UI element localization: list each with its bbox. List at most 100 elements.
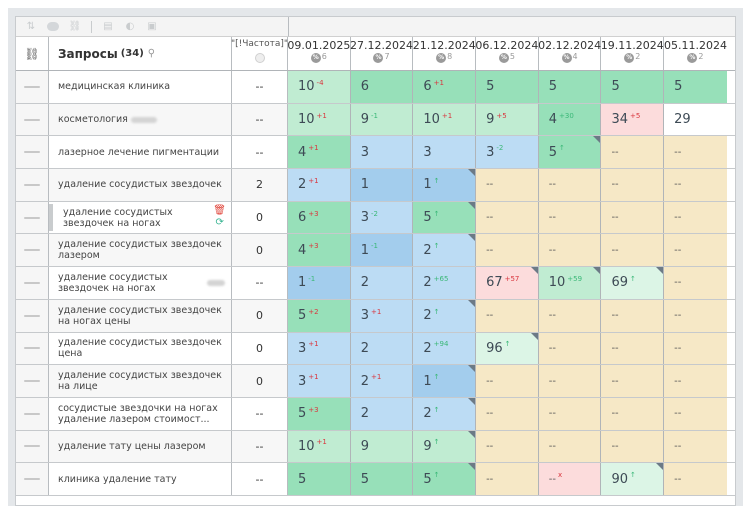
query-cell[interactable]: медицинская клиника (49, 71, 232, 103)
percent-badge[interactable]: % 2 (624, 53, 640, 63)
position-cell[interactable]: 90 ↑ (601, 463, 665, 495)
position-cell[interactable]: 10 +1 (288, 430, 351, 463)
table-row[interactable]: удаление сосудистых звездочек на ногах --… (16, 267, 735, 300)
table-row[interactable]: удаление сосудистых звездочек цена 0 3 +1 2 2… (16, 332, 735, 366)
query-cell[interactable]: удаление сосудистых звездочек на лице (49, 365, 232, 397)
query-cell[interactable]: удаление сосудистых звездочек на ногах 🗑 ⟳ (49, 201, 232, 234)
position-cell[interactable]: 2 ↑ (413, 299, 477, 332)
query-cell[interactable]: удаление тату цены лазером (49, 430, 232, 463)
table-row[interactable]: удаление сосудистых звездочек 2 2 +1 1 1 ↑ -- --… (16, 169, 735, 202)
position-cell[interactable]: -- (538, 201, 602, 234)
position-cell[interactable]: 4 +1 (288, 136, 351, 169)
position-cell[interactable]: 3 +1 (288, 332, 351, 365)
percent-badge[interactable]: % 2 (687, 53, 704, 63)
position-cell[interactable]: -- (601, 365, 665, 397)
table-row[interactable]: удаление сосудистых звездочек на ногах 🗑 ⟳… (16, 201, 735, 235)
position-cell[interactable]: -- (664, 463, 727, 495)
query-cell[interactable]: клиника удаление тату (49, 463, 232, 495)
position-cell[interactable]: -- (601, 430, 665, 463)
position-cell[interactable]: 1 -1 (350, 234, 414, 267)
position-cell[interactable]: -- (538, 169, 602, 201)
refresh-icon[interactable]: ⟳ (215, 216, 224, 228)
link-icon[interactable]: ⛓ (68, 20, 82, 32)
drag-handle[interactable] (16, 136, 49, 169)
position-cell[interactable]: 6 +1 (413, 71, 477, 103)
query-cell[interactable]: удаление сосудистых звездочек (49, 169, 232, 201)
globe-icon[interactable] (254, 53, 265, 63)
position-cell[interactable]: 2 ↑ (413, 234, 477, 267)
position-cell[interactable]: -- (664, 365, 727, 397)
position-cell[interactable]: 5 (288, 463, 351, 495)
position-cell[interactable]: 2 +65 (413, 267, 477, 299)
position-cell[interactable]: -- (538, 299, 602, 332)
position-cell[interactable]: 2 (350, 267, 414, 299)
position-cell[interactable]: -- (476, 365, 539, 397)
position-cell[interactable]: -- (664, 397, 727, 430)
position-cell[interactable]: 9 (350, 430, 414, 463)
position-cell[interactable]: -- (664, 267, 727, 299)
position-cell[interactable]: 1 ↑ (413, 169, 477, 201)
position-cell[interactable]: -- (664, 332, 727, 365)
position-cell[interactable]: 5 (538, 71, 602, 103)
position-cell[interactable]: 9 ↑ (413, 430, 477, 463)
position-cell[interactable]: 4 +3 (288, 234, 351, 267)
table-row[interactable]: медицинская клиника -- 10 -4 6 6 +1 5 5 5 5 (16, 71, 735, 104)
table-row[interactable]: косметология -- 10 +1 9 -1 10 +1 9 +5 4 +30 34 +5 29 (16, 103, 735, 137)
position-cell[interactable]: 2 +1 (350, 365, 414, 397)
contrast-icon[interactable]: ◐ (125, 20, 135, 32)
position-cell[interactable]: 5 ↑ (413, 463, 477, 495)
position-cell[interactable]: 10 +1 (288, 103, 351, 136)
drag-handle[interactable] (16, 169, 49, 201)
query-cell[interactable]: удаление сосудистых звездочек на ногах (49, 267, 232, 299)
position-cell[interactable]: 29 (664, 103, 727, 136)
date-column-header[interactable]: 19.11.2024% 2 (601, 37, 665, 70)
position-cell[interactable]: 5 (476, 71, 539, 103)
position-cell[interactable]: -- (538, 332, 602, 365)
link-column-header[interactable]: ⛓ (16, 37, 49, 70)
position-cell[interactable]: -- (664, 136, 727, 169)
drag-handle[interactable] (16, 430, 49, 463)
position-cell[interactable]: -- (476, 201, 539, 234)
drag-handle[interactable] (16, 234, 49, 267)
table-row[interactable]: клиника удаление тату -- 5 5 5 ↑ -- -- x 90 ↑ -- (16, 463, 735, 496)
position-cell[interactable]: 67 +57 (476, 267, 539, 299)
table-row[interactable]: сосудистые звездочки на ногах удаление л… (16, 397, 735, 431)
drag-handle[interactable] (16, 397, 49, 430)
position-cell[interactable]: -- (664, 169, 727, 201)
calculator-icon[interactable]: ▤ (103, 20, 113, 32)
query-cell[interactable]: сосудистые звездочки на ногах удаление л… (49, 397, 232, 430)
position-cell[interactable]: -- (476, 463, 539, 495)
position-cell[interactable]: -- (476, 397, 539, 430)
position-cell[interactable]: 9 -1 (350, 103, 414, 136)
table-row[interactable]: удаление сосудистых звездочек на ногах ц… (16, 299, 735, 333)
position-cell[interactable]: -- x (538, 463, 602, 495)
position-cell[interactable]: -- (538, 234, 602, 267)
drag-handle[interactable] (16, 103, 49, 136)
position-cell[interactable]: 3 +1 (350, 299, 414, 332)
position-cell[interactable]: 1 ↑ (413, 365, 477, 397)
position-cell[interactable]: -- (664, 299, 727, 332)
position-cell[interactable]: -- (601, 201, 665, 234)
frequency-column-header[interactable]: "[!Частота]" (231, 37, 288, 70)
table-row[interactable]: удаление сосудистых звездочек на лице 0 3 +… (16, 365, 735, 398)
position-cell[interactable]: 3 (350, 136, 414, 169)
position-cell[interactable]: 5 (601, 71, 665, 103)
trash-icon[interactable]: 🗑 (213, 204, 226, 216)
position-cell[interactable]: -- (601, 136, 665, 169)
position-cell[interactable]: -- (476, 169, 539, 201)
table-row[interactable]: удаление тату цены лазером -- 10 +1 9 9 ↑ -- -- -… (16, 430, 735, 464)
query-cell[interactable]: лазерное лечение пигментации (49, 136, 232, 169)
query-cell[interactable]: косметология (49, 103, 232, 136)
position-cell[interactable]: 3 -2 (476, 136, 539, 169)
drag-handle[interactable] (16, 267, 49, 299)
image-icon[interactable]: ▣ (147, 20, 157, 32)
position-cell[interactable]: 2 (350, 397, 414, 430)
drag-handle[interactable] (16, 201, 49, 234)
position-cell[interactable]: 3 +1 (288, 365, 351, 397)
position-cell[interactable]: 10 +59 (538, 267, 602, 299)
drag-handle[interactable] (16, 299, 49, 332)
position-cell[interactable]: 5 +3 (288, 397, 351, 430)
query-cell[interactable]: удаление сосудистых звездочек на ногах ц… (49, 299, 232, 332)
date-column-header[interactable]: 21.12.2024% 8 (413, 37, 477, 70)
position-cell[interactable]: -- (664, 234, 727, 267)
